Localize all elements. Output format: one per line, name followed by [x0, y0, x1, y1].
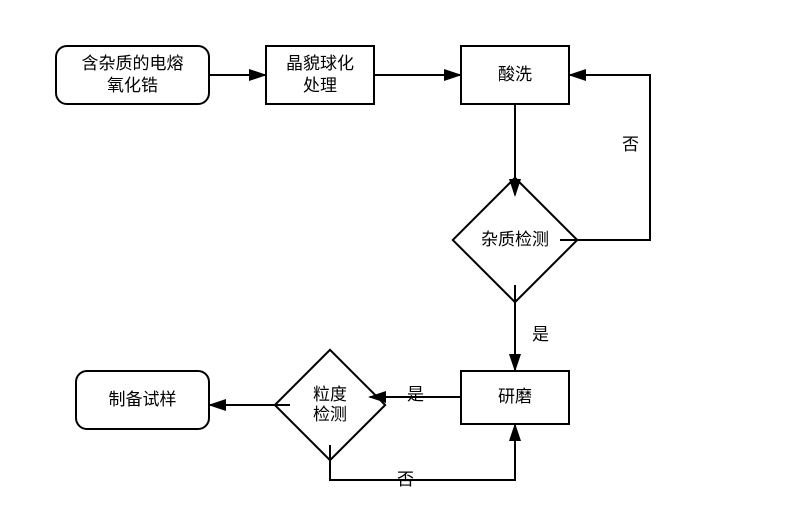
- node-dec1: 杂质检测: [470, 195, 560, 285]
- node-start-text: 含杂质的电熔氧化锆: [82, 53, 184, 97]
- edge-dec1-no: [560, 75, 650, 240]
- edge-label-dec2-yes: 是: [405, 380, 426, 405]
- node-end: 制备试样: [75, 370, 210, 430]
- node-proc3: 研磨: [460, 370, 570, 425]
- node-proc3-text: 研磨: [498, 386, 532, 408]
- edge-label-dec1-no: 否: [620, 130, 641, 155]
- node-dec2: 粒度检测: [290, 365, 370, 445]
- node-dec2-text: 粒度检测: [313, 385, 347, 426]
- node-proc1-text: 晶貌球化处理: [286, 53, 354, 97]
- node-dec1-text: 杂质检测: [481, 230, 549, 250]
- edge-label-dec1-yes: 是: [530, 320, 551, 345]
- node-end-text: 制备试样: [109, 389, 177, 411]
- node-proc2: 酸洗: [460, 45, 570, 105]
- node-start: 含杂质的电熔氧化锆: [55, 45, 210, 105]
- node-proc1: 晶貌球化处理: [265, 45, 375, 105]
- edge-label-dec2-no: 否: [395, 465, 416, 490]
- node-proc2-text: 酸洗: [498, 64, 532, 86]
